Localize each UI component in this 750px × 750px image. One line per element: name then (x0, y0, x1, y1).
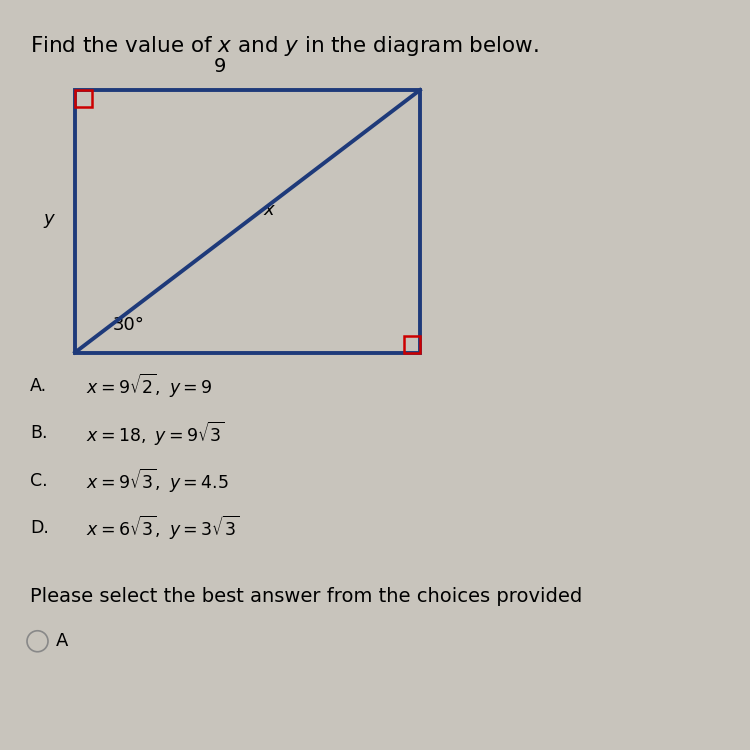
Text: 9: 9 (214, 58, 226, 76)
Text: $x = 6\sqrt{3},\ y = 3\sqrt{3}$: $x = 6\sqrt{3},\ y = 3\sqrt{3}$ (86, 514, 240, 542)
Text: $x$: $x$ (263, 201, 277, 219)
Text: A.: A. (30, 377, 47, 395)
Bar (75, 90, 420, 352)
Text: 30°: 30° (112, 316, 144, 334)
Bar (404, 336, 420, 352)
Text: B.: B. (30, 424, 47, 442)
Text: Find the value of $x$ and $y$ in the diagram below.: Find the value of $x$ and $y$ in the dia… (30, 34, 539, 58)
Text: $x = 9\sqrt{3},\ y = 4.5$: $x = 9\sqrt{3},\ y = 4.5$ (86, 466, 230, 495)
Text: $x = 18,\ y = 9\sqrt{3}$: $x = 18,\ y = 9\sqrt{3}$ (86, 419, 225, 448)
Text: Please select the best answer from the choices provided: Please select the best answer from the c… (30, 586, 582, 606)
Text: C.: C. (30, 472, 48, 490)
Text: $y$: $y$ (43, 212, 56, 230)
Bar (75, 90, 92, 106)
Text: $x = 9\sqrt{2},\ y = 9$: $x = 9\sqrt{2},\ y = 9$ (86, 372, 213, 400)
Text: A: A (56, 632, 69, 650)
Text: D.: D. (30, 519, 49, 537)
